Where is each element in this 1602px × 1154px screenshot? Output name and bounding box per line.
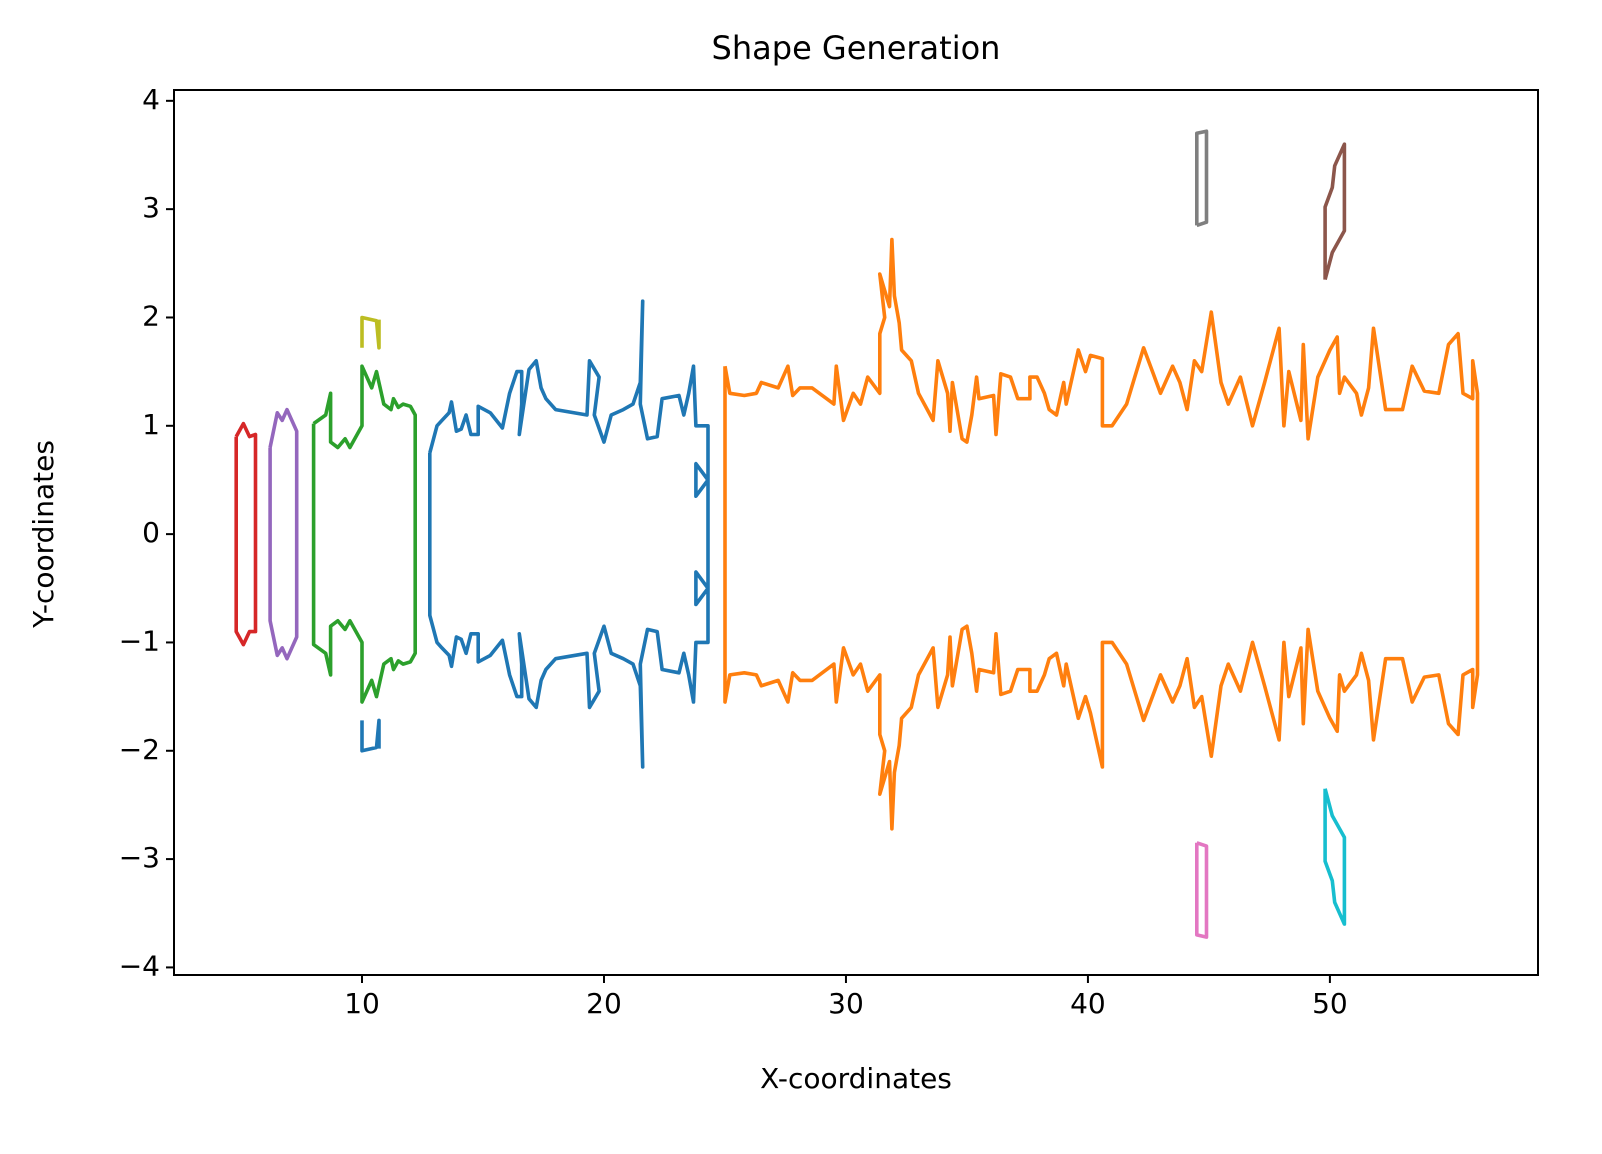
y-tick-label: 1	[142, 408, 160, 441]
x-tick-label: 10	[344, 987, 380, 1020]
x-tick-label: 40	[1070, 987, 1106, 1020]
y-tick-label: −2	[119, 733, 160, 766]
y-tick-label: 2	[142, 299, 160, 332]
shape-line	[1323, 142, 1347, 281]
x-tick-label: 20	[586, 987, 622, 1020]
shape-line	[311, 364, 417, 704]
plot-frame	[173, 89, 1539, 976]
x-tick-label: 30	[828, 987, 864, 1020]
shape-line	[1195, 129, 1209, 228]
x-axis-label: X-coordinates	[760, 1062, 952, 1095]
y-tick-label: 4	[142, 83, 160, 116]
shape-line	[1323, 788, 1347, 926]
shape-line	[360, 315, 381, 350]
shape-line	[360, 299, 710, 769]
shape-line	[234, 421, 258, 647]
chart-title: Shape Generation	[712, 29, 1001, 67]
shape-line	[1195, 841, 1209, 939]
y-tick-label: 3	[142, 191, 160, 224]
shape-line	[723, 237, 1480, 831]
y-tick-label: −4	[119, 949, 160, 982]
y-tick-label: −1	[119, 624, 160, 657]
y-tick-label: −3	[119, 841, 160, 874]
shape-line	[268, 407, 299, 661]
y-tick-label: 0	[142, 516, 160, 549]
x-tick-label: 50	[1312, 987, 1348, 1020]
y-axis-label: Y-coordinates	[27, 440, 60, 629]
